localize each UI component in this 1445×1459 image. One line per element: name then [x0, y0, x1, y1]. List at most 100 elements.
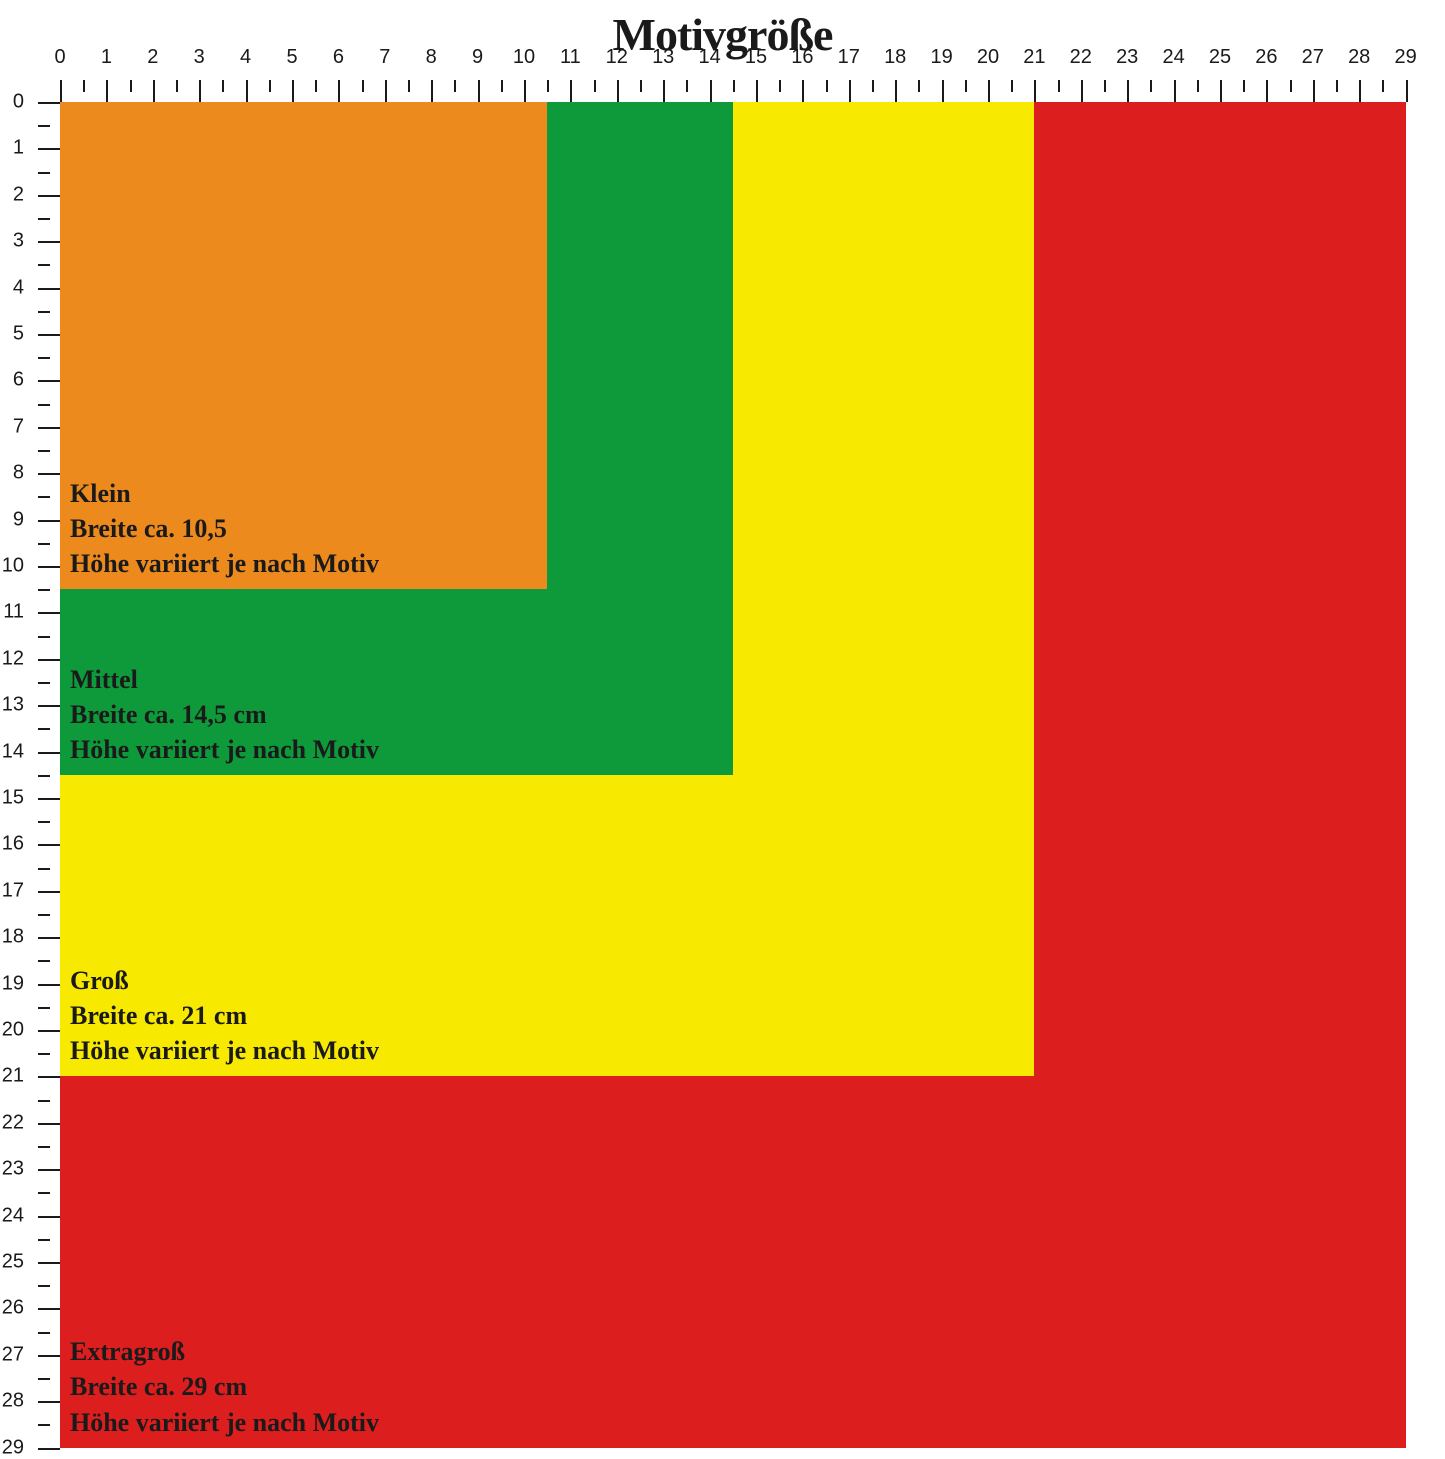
ruler-left-tick [38, 1030, 60, 1032]
ruler-left-minor [38, 868, 50, 870]
ruler-left-tick [38, 1169, 60, 1171]
ruler-left-label: 5 [0, 323, 24, 346]
ruler-left-minor [38, 775, 50, 777]
ruler-left-label: 4 [0, 276, 24, 299]
ruler-top-tick [849, 80, 851, 102]
ruler-top-label: 3 [194, 46, 205, 69]
ruler-left-tick [38, 984, 60, 986]
ruler-left-tick [38, 1123, 60, 1125]
ruler-top-tick [153, 80, 155, 102]
ruler-left-tick [38, 241, 60, 243]
ruler-top-minor [872, 80, 874, 92]
ruler-left-minor [38, 264, 50, 266]
ruler-top-tick [199, 80, 201, 102]
ruler-top-minor [547, 80, 549, 92]
ruler-left-tick [38, 1076, 60, 1078]
ruler-top-minor [176, 80, 178, 92]
ruler-top-tick [524, 80, 526, 102]
ruler-top-minor [686, 80, 688, 92]
ruler-left-minor [38, 1378, 50, 1380]
ruler-left-tick [38, 195, 60, 197]
ruler-left-minor [38, 496, 50, 498]
ruler-left-label: 10 [0, 555, 24, 578]
ruler-top-minor [733, 80, 735, 92]
ruler-left-label: 26 [0, 1297, 24, 1320]
ruler-top-label: 14 [698, 46, 720, 69]
ruler-left-minor [38, 218, 50, 220]
ruler-left-minor [38, 1100, 50, 1102]
ruler-left-tick [38, 566, 60, 568]
ruler-top-label: 29 [1394, 46, 1416, 69]
ruler-left-label: 7 [0, 415, 24, 438]
ruler-left-label: 8 [0, 462, 24, 485]
ruler-top-tick [988, 80, 990, 102]
ruler-left-label: 27 [0, 1343, 24, 1366]
ruler-left-label: 15 [0, 787, 24, 810]
ruler-top-label: 22 [1070, 46, 1092, 69]
ruler-left-minor [38, 1239, 50, 1241]
ruler-top-label: 15 [745, 46, 767, 69]
ruler-left-label: 17 [0, 879, 24, 902]
ruler-top-label: 6 [333, 46, 344, 69]
ruler-left-minor [38, 450, 50, 452]
ruler-left-tick [38, 148, 60, 150]
chart-area: ExtragroßBreite ca. 29 cmHöhe variiert j… [60, 102, 1406, 1448]
ruler-left-minor [38, 543, 50, 545]
ruler-left-label: 12 [0, 647, 24, 670]
ruler-top-label: 16 [791, 46, 813, 69]
ruler-top-label: 13 [652, 46, 674, 69]
ruler-top-minor [1336, 80, 1338, 92]
ruler-left-tick [38, 427, 60, 429]
ruler-top-tick [1174, 80, 1176, 102]
ruler-top-label: 9 [472, 46, 483, 69]
ruler-left-minor [38, 311, 50, 313]
ruler-top-tick [1313, 80, 1315, 102]
ruler-left-label: 6 [0, 369, 24, 392]
ruler-left-label: 1 [0, 137, 24, 160]
ruler-top-label: 19 [930, 46, 952, 69]
ruler-left-label: 23 [0, 1158, 24, 1181]
ruler-top-tick [710, 80, 712, 102]
ruler-left-minor [38, 1285, 50, 1287]
ruler-left-label: 13 [0, 694, 24, 717]
ruler-left-minor [38, 1007, 50, 1009]
ruler-top-label: 26 [1255, 46, 1277, 69]
ruler-left-tick [38, 520, 60, 522]
ruler-top-tick [292, 80, 294, 102]
ruler-left-label: 0 [0, 91, 24, 114]
ruler-left-minor [38, 1192, 50, 1194]
ruler-top-minor [83, 80, 85, 92]
ruler-left-label: 24 [0, 1204, 24, 1227]
ruler-top-minor [408, 80, 410, 92]
ruler-top-tick [478, 80, 480, 102]
ruler-top-minor [1290, 80, 1292, 92]
ruler-top-label: 17 [838, 46, 860, 69]
ruler-top-minor [1150, 80, 1152, 92]
ruler-top-minor [222, 80, 224, 92]
ruler-top-minor [1058, 80, 1060, 92]
ruler-top-label: 7 [379, 46, 390, 69]
ruler-left-label: 14 [0, 740, 24, 763]
ruler-left-tick [38, 380, 60, 382]
ruler-top-tick [385, 80, 387, 102]
ruler-top-tick [1081, 80, 1083, 102]
ruler-top-tick [338, 80, 340, 102]
ruler-left-tick [38, 102, 60, 104]
size-diagram: Motivgröße 01234567891011121314151617181… [0, 0, 1445, 1445]
ruler-top-minor [1382, 80, 1384, 92]
ruler-left-label: 18 [0, 926, 24, 949]
ruler-top-label: 24 [1162, 46, 1184, 69]
ruler-left-tick [38, 1308, 60, 1310]
ruler-top-minor [826, 80, 828, 92]
ruler-left-tick [38, 891, 60, 893]
ruler-left-minor [38, 914, 50, 916]
ruler-top-label: 23 [1116, 46, 1138, 69]
ruler-top-label: 5 [286, 46, 297, 69]
ruler-top-label: 8 [426, 46, 437, 69]
ruler-left-tick [38, 937, 60, 939]
ruler-left-minor [38, 1424, 50, 1426]
ruler-left-label: 9 [0, 508, 24, 531]
ruler-top-label: 2 [147, 46, 158, 69]
ruler-left-tick [38, 844, 60, 846]
ruler-left-label: 11 [0, 601, 24, 624]
